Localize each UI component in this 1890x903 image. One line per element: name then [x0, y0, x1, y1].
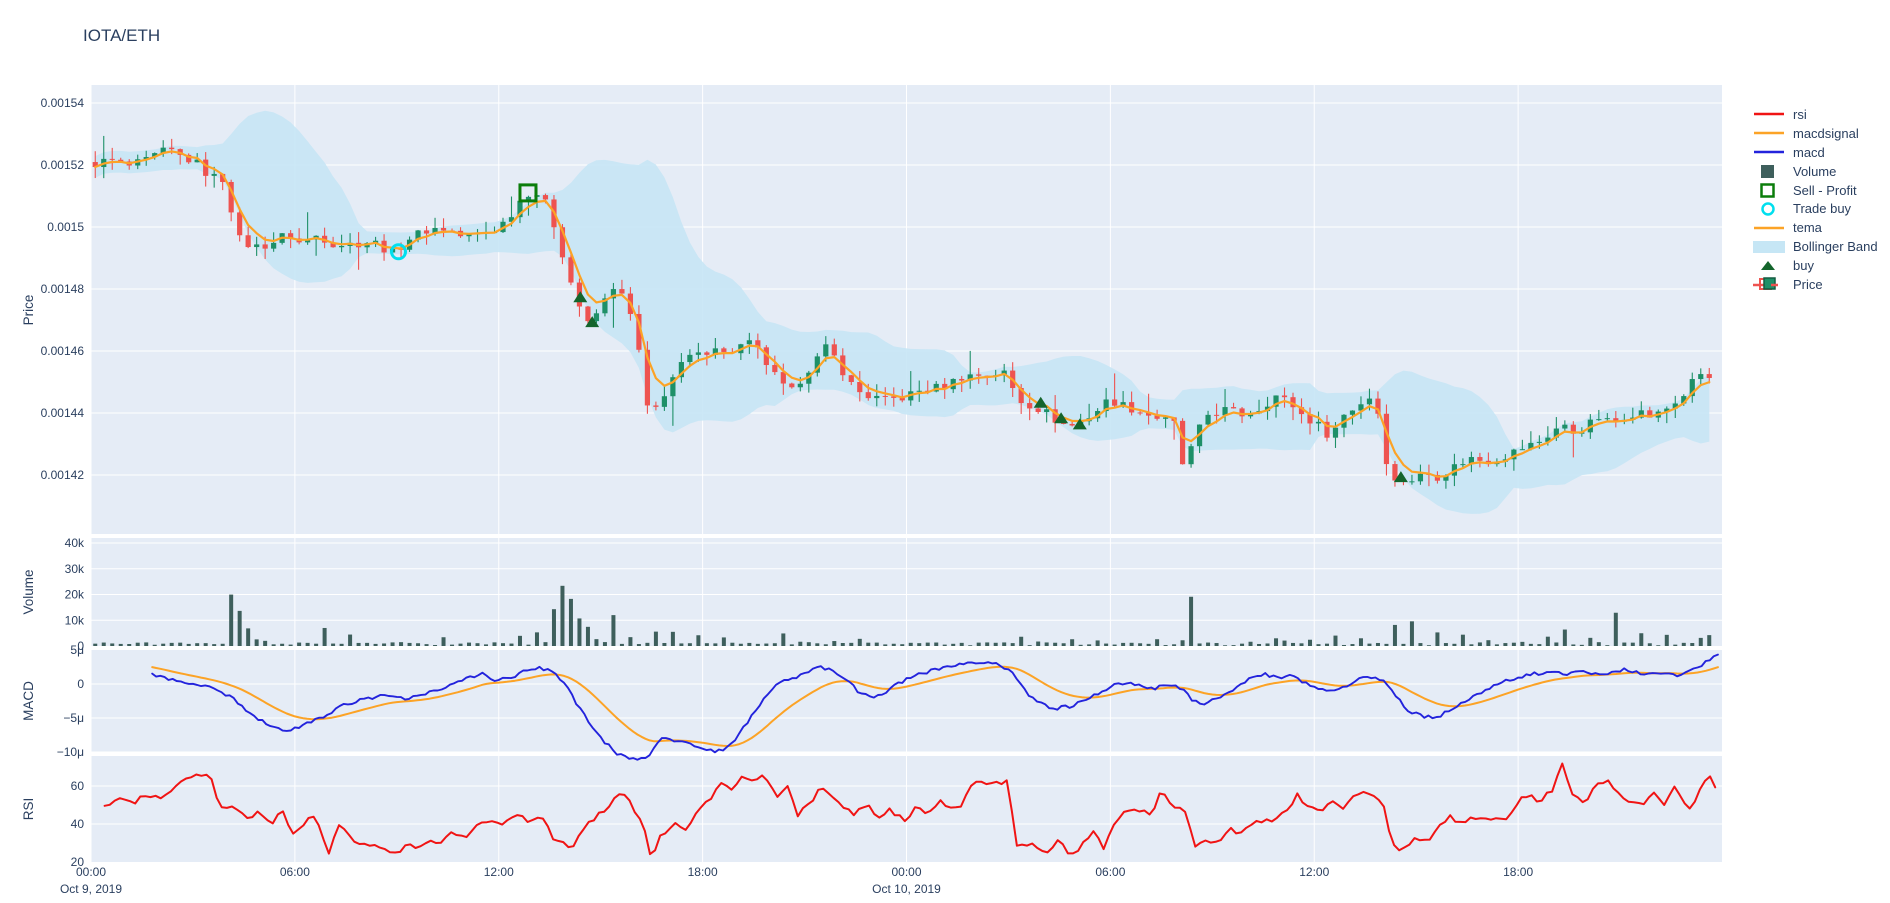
legend-item-rsi[interactable]: rsi	[1752, 105, 1878, 124]
rsi-tick: 40	[71, 817, 85, 831]
buy-swatch-icon	[1761, 260, 1775, 270]
buy-marker	[1393, 471, 1408, 483]
x-tick: 12:00	[1299, 865, 1329, 879]
buy-marker	[1072, 418, 1087, 430]
legend-item-trade-buy[interactable]: Trade buy	[1752, 199, 1878, 218]
trade-markers	[390, 183, 1408, 483]
legend-item-tema[interactable]: tema	[1752, 218, 1878, 237]
sell-profit-swatch-icon	[1760, 183, 1775, 198]
chart-title: IOTA/ETH	[83, 26, 161, 45]
macd-tick: −5μ	[63, 711, 84, 725]
legend-item-sell-profit[interactable]: Sell - Profit	[1752, 181, 1878, 200]
tema-path	[94, 150, 1711, 478]
trade-buy-marker	[390, 243, 408, 261]
macdsignal-swatch-icon	[1754, 132, 1784, 135]
rsi-path	[103, 762, 1717, 856]
volume-bars	[93, 585, 1712, 646]
legend-label: tema	[1793, 220, 1822, 236]
legend: rsi macdsignal macd Volume Sell - Profit Trad…	[1752, 105, 1878, 294]
trade-buy-swatch-icon	[1761, 202, 1775, 216]
macd-tick: −10μ	[57, 745, 84, 759]
volume-tick: 10k	[65, 613, 85, 627]
rsi-line	[103, 762, 1717, 856]
x-tick: 12:00	[484, 865, 514, 879]
volume-tick: 30k	[65, 562, 85, 576]
legend-item-buy[interactable]: buy	[1752, 256, 1878, 275]
buy-marker	[1033, 396, 1048, 408]
price-tick: 0.0015	[47, 220, 84, 234]
legend-item-volume[interactable]: Volume	[1752, 162, 1878, 181]
bollinger-band	[95, 110, 1710, 514]
macd-lines	[151, 653, 1719, 761]
x-tick: 00:00	[891, 865, 921, 879]
x-tick: 18:00	[688, 865, 718, 879]
buy-marker	[1054, 412, 1069, 424]
sell-profit-marker	[518, 183, 538, 203]
rsi-axis-title: RSI	[21, 798, 36, 821]
rsi-tick: 20	[71, 855, 85, 869]
volume-tick: 20k	[65, 588, 85, 602]
price-tick: 0.00146	[41, 344, 85, 358]
legend-item-price[interactable]: Price	[1752, 275, 1878, 294]
macd-path	[151, 653, 1719, 761]
price-tick: 0.00152	[41, 158, 85, 172]
legend-item-macdsignal[interactable]: macdsignal	[1752, 124, 1878, 143]
macd-tick: 5μ	[70, 643, 84, 657]
rsi-tick: 60	[71, 779, 85, 793]
rsi-swatch-icon	[1754, 113, 1784, 116]
bollinger-band-swatch-icon	[1753, 240, 1785, 253]
legend-label: macd	[1793, 144, 1825, 160]
price-axis-title: Price	[21, 295, 36, 326]
buy-marker	[573, 291, 588, 303]
price-tick: 0.00142	[41, 468, 85, 482]
volume-tick: 40k	[65, 536, 85, 550]
x-tick-date: Oct 10, 2019	[872, 882, 941, 896]
buy-marker	[585, 316, 600, 328]
legend-label: Bollinger Band	[1793, 239, 1878, 255]
legend-item-macd[interactable]: macd	[1752, 143, 1878, 162]
legend-label: Price	[1793, 276, 1823, 292]
x-tick-date: Oct 9, 2019	[60, 882, 122, 896]
macd-axis-title: MACD	[21, 681, 36, 721]
legend-label: rsi	[1793, 106, 1807, 122]
legend-label: macdsignal	[1793, 125, 1859, 141]
price-tick: 0.00154	[41, 96, 85, 110]
volume-axis-title: Volume	[21, 569, 36, 614]
legend-item-bollinger-band[interactable]: Bollinger Band	[1752, 237, 1878, 256]
volume-swatch-icon	[1761, 165, 1774, 179]
macd-tick: 0	[77, 677, 84, 691]
price-swatch-icon	[1753, 277, 1778, 291]
x-tick: 06:00	[280, 865, 310, 879]
tema-swatch-icon	[1754, 226, 1784, 230]
price-tick: 0.00144	[41, 406, 85, 420]
x-tick: 00:00	[76, 865, 106, 879]
x-tick: 18:00	[1503, 865, 1533, 879]
legend-label: buy	[1793, 258, 1814, 274]
legend-label: Trade buy	[1793, 201, 1852, 217]
axis-labels: 0.00154 0.00152 0.0015 0.00148 0.00146 0.0014…	[21, 96, 1533, 896]
volume-tick: 0	[77, 639, 84, 653]
macd-swatch-icon	[1754, 150, 1784, 154]
legend-label: Volume	[1793, 163, 1837, 179]
x-tick: 06:00	[1095, 865, 1125, 879]
price-tick: 0.00148	[41, 282, 85, 296]
tema-line	[94, 150, 1711, 478]
legend-label: Sell - Profit	[1793, 182, 1857, 198]
